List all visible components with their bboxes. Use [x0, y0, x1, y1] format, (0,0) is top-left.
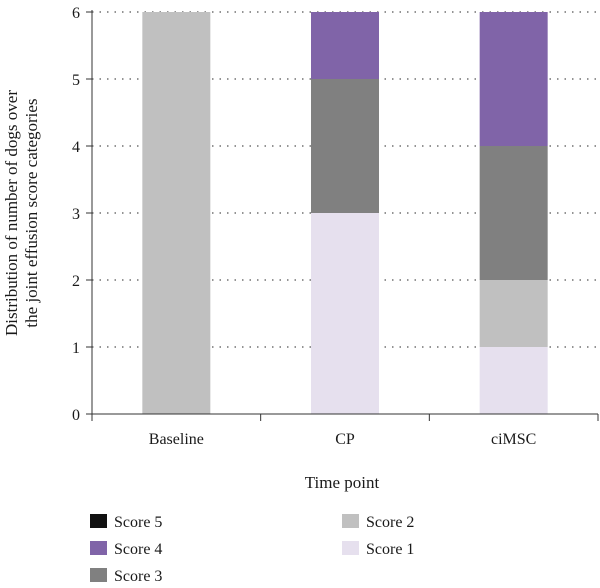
x-axis-title: Time point [305, 473, 380, 492]
bar-segment-score-2 [479, 280, 548, 347]
legend-swatch-score-2 [342, 514, 359, 528]
x-tick-label: ciMSC [491, 431, 536, 448]
y-tick-labels: 0 1 2 3 4 5 6 [72, 5, 80, 424]
y-tick-label: 1 [72, 340, 80, 357]
x-tick-label: CP [335, 431, 355, 448]
bar-segment-score-3 [479, 146, 548, 280]
y-axis-title-line-1: Distribution of number of dogs over [2, 90, 21, 336]
legend-label: Score 1 [366, 541, 414, 558]
x-tick-labels: Baseline CP ciMSC [149, 431, 537, 448]
y-tick-label: 0 [72, 407, 80, 424]
legend-label: Score 3 [114, 568, 162, 585]
x-tick-label: Baseline [149, 431, 204, 448]
legend-swatch-score-1 [342, 541, 359, 555]
y-tick-label: 4 [72, 139, 80, 156]
legend-swatch-score-3 [90, 568, 107, 582]
legend: Score 5 Score 4 Score 3 Score 2 Score 1 [90, 514, 414, 585]
legend-swatch-score-4 [90, 541, 107, 555]
y-tick-label: 6 [72, 5, 80, 22]
bar-segment-score-2 [142, 12, 211, 414]
bar-segment-score-4 [311, 12, 379, 79]
legend-swatch-score-5 [90, 514, 107, 528]
bar-segment-score-3 [311, 79, 379, 213]
legend-label: Score 5 [114, 514, 162, 531]
y-axis-title-line-2: the joint effusion score categories [22, 98, 41, 327]
legend-label: Score 2 [366, 514, 414, 531]
bar-segment-score-1 [311, 213, 379, 414]
y-tick-label: 5 [72, 72, 80, 89]
bar-segment-score-1 [479, 347, 548, 414]
axes [86, 10, 599, 421]
y-tick-label: 3 [72, 206, 80, 223]
bar-segment-score-4 [479, 12, 548, 146]
y-tick-label: 2 [72, 273, 80, 290]
bars [142, 12, 548, 414]
legend-label: Score 4 [114, 541, 162, 558]
